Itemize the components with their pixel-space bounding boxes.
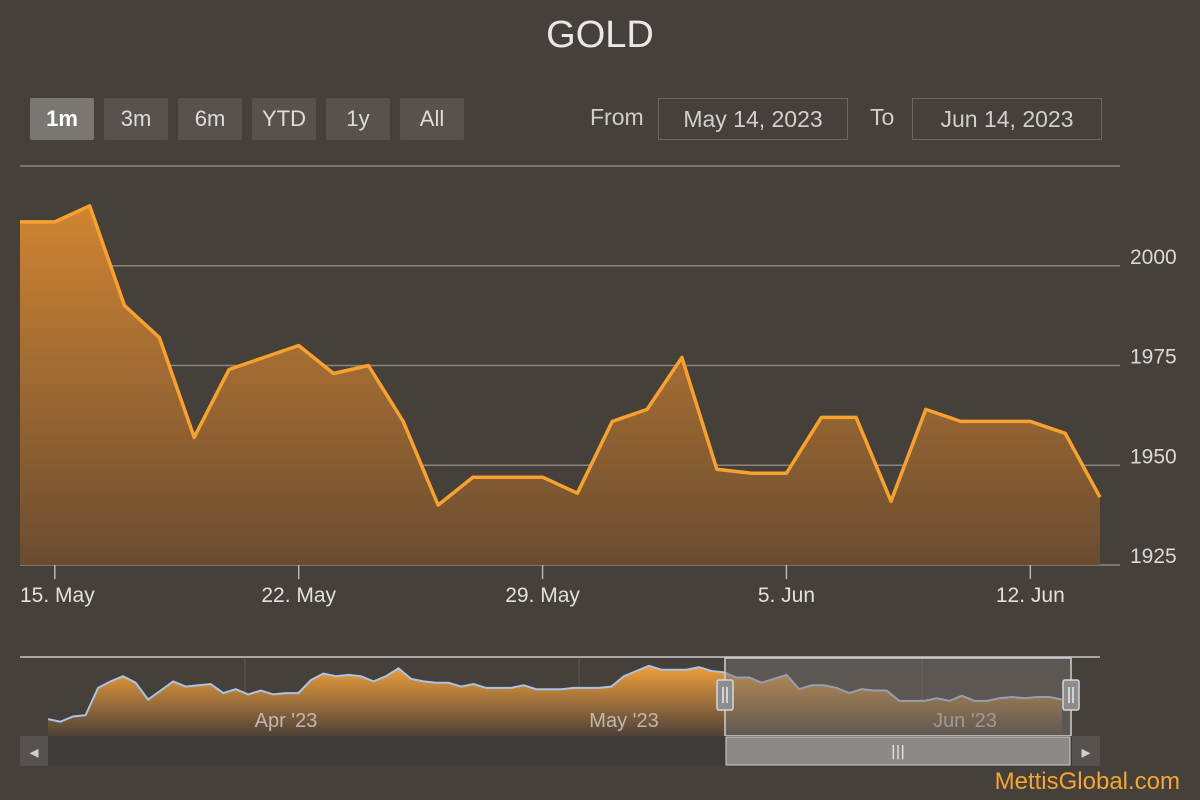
y-tick-label-1975: 1975 [1130,346,1177,369]
price-point-2023-06-03[interactable] [711,463,723,475]
price-point-2023-05-21[interactable] [258,352,270,364]
price-point-2023-05-27[interactable] [467,471,479,483]
y-tick-label-1950: 1950 [1130,445,1177,468]
price-area-fill [20,205,1100,565]
range-button-6m[interactable]: 6m [178,98,242,140]
price-point-2023-06-04[interactable] [746,467,758,479]
watermark: MettisGlobal.com [994,768,1180,795]
x-tick-label: 22. May [261,584,336,607]
price-point-2023-05-24[interactable] [362,360,374,372]
chart-title: GOLD [546,14,654,56]
range-button-3m[interactable]: 3m [104,98,168,140]
price-point-2023-05-29[interactable] [537,471,549,483]
y-tick-label-2000: 2000 [1130,246,1177,269]
x-tick-label: 29. May [505,584,580,607]
navigator-left-handle[interactable] [716,679,734,711]
navigator-month-label: Jun '23 [933,710,997,732]
navigator-month-label: Apr '23 [255,710,318,732]
scrollbar-grip-icon: ||| [891,744,905,760]
range-button-1m[interactable]: 1m [30,98,94,140]
price-point-2023-05-25[interactable] [397,415,409,427]
price-point-2023-05-22[interactable] [293,340,305,352]
navigator-line [47,664,1063,723]
price-point-2023-06-08[interactable] [885,495,897,507]
from-date-input[interactable]: May 14, 2023 [658,98,848,140]
to-date-input[interactable]: Jun 14, 2023 [912,98,1102,140]
price-point-2023-05-17[interactable] [119,300,131,312]
price-point-2023-06-05[interactable] [780,467,792,479]
navigator-month-label: May '23 [589,710,658,732]
price-point-2023-06-12[interactable] [1024,415,1036,427]
price-point-2023-05-23[interactable] [328,367,340,379]
range-button-1y[interactable]: 1y [326,98,390,140]
price-point-2023-05-28[interactable] [502,471,514,483]
price-point-2023-06-11[interactable] [989,415,1001,427]
to-label: To [870,104,895,130]
navigator-right-handle[interactable] [1062,679,1080,711]
scrollbar-left-button[interactable] [20,736,48,766]
price-point-2023-05-15[interactable] [49,216,61,228]
price-point-2023-05-19[interactable] [188,431,200,443]
price-point-2023-06-02[interactable] [676,352,688,364]
price-point-2023-06-07[interactable] [850,411,862,423]
scrollbar-right-arrow-icon: ▸ [1081,742,1090,763]
price-point-2023-06-13[interactable] [1059,427,1071,439]
price-point-2023-06-01[interactable] [641,403,653,415]
price-point-2023-05-30[interactable] [571,487,583,499]
range-button-ytd[interactable]: YTD [252,98,316,140]
price-point-2023-05-14[interactable] [14,216,26,228]
price-point-2023-06-09[interactable] [920,403,932,415]
navigator-area [48,665,1062,736]
y-tick-label-1925: 1925 [1130,545,1177,568]
price-point-2023-05-31[interactable] [606,415,618,427]
price-point-2023-05-18[interactable] [153,332,165,344]
price-point-2023-06-06[interactable] [815,411,827,423]
price-point-2023-05-20[interactable] [223,363,235,375]
price-point-2023-06-10[interactable] [955,415,967,427]
scrollbar-thumb[interactable] [725,736,1071,766]
from-label: From [590,104,644,130]
price-point-2023-05-16[interactable] [84,200,96,212]
navigator-selection[interactable] [724,657,1072,737]
scrollbar-left-arrow-icon: ◂ [29,742,38,763]
price-point-2023-06-14[interactable] [1094,491,1106,503]
range-button-all[interactable]: All [400,98,464,140]
x-tick-label: 12. Jun [996,584,1065,607]
x-tick-label: 5. Jun [758,584,815,607]
scrollbar-right-button[interactable] [1072,736,1100,766]
price-point-2023-05-26[interactable] [432,499,444,511]
x-tick-label: 15. May [20,584,95,607]
price-line [20,204,1102,507]
